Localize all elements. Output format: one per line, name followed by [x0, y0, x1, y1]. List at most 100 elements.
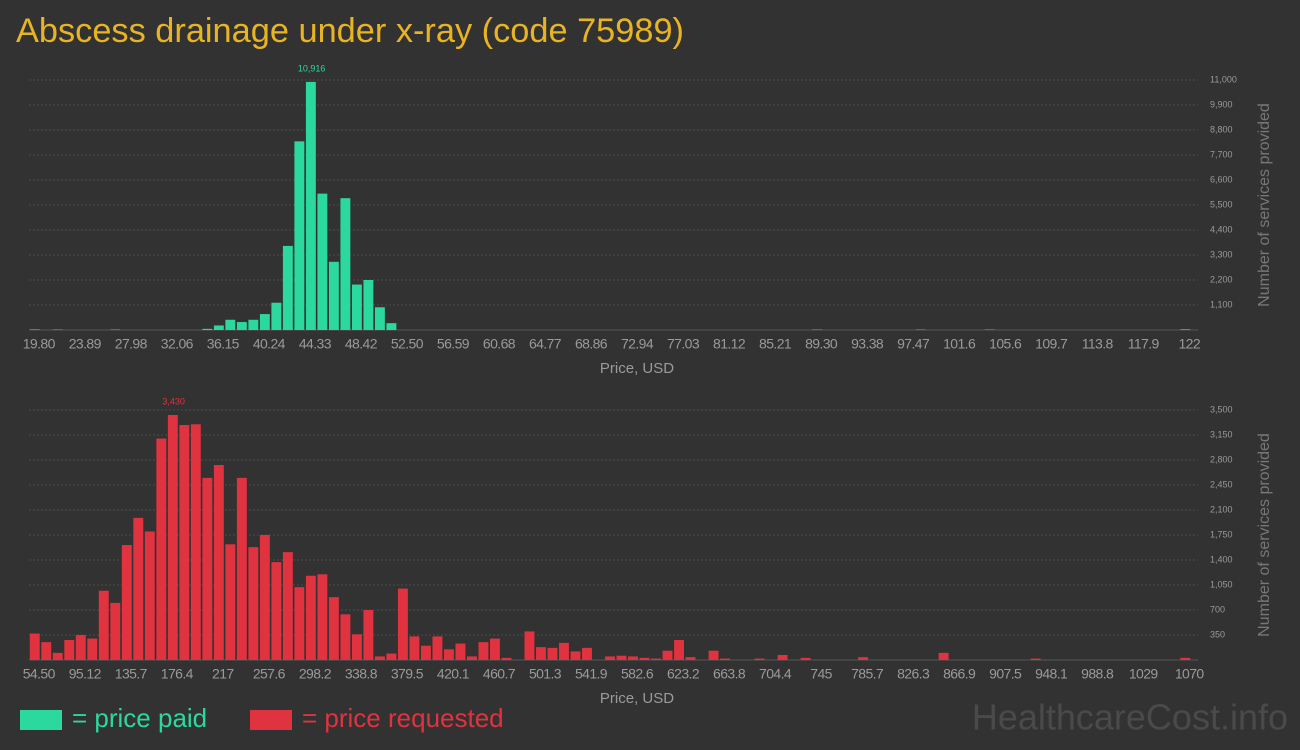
- x-tick-label: 135.7: [115, 666, 148, 682]
- x-tick-label: 420.1: [437, 666, 470, 682]
- x-tick-label: 77.03: [667, 336, 700, 352]
- y-tick-label: 2,200: [1210, 274, 1233, 284]
- bar: [605, 656, 615, 660]
- bar: [662, 650, 673, 660]
- y-tick-label: 700: [1210, 604, 1225, 614]
- x-axis-label: Price, USD: [600, 690, 674, 707]
- bar: [685, 657, 696, 660]
- bar: [1030, 658, 1041, 660]
- x-axis-label: Price, USD: [600, 360, 674, 377]
- bar: [156, 438, 167, 660]
- bar: [167, 415, 178, 660]
- x-tick-label: 1029: [1129, 666, 1159, 682]
- bar: [282, 245, 293, 330]
- bar: [52, 652, 63, 660]
- y-tick-label: 2,800: [1210, 454, 1233, 464]
- x-tick-label: 56.59: [437, 336, 470, 352]
- bar: [524, 631, 535, 660]
- bar: [305, 575, 316, 660]
- x-tick-label: 32.06: [161, 336, 194, 352]
- x-tick-label: 257.6: [253, 666, 286, 682]
- x-tick-label: 89.30: [805, 336, 838, 352]
- y-tick-label: 4,400: [1210, 224, 1233, 234]
- x-tick-label: 122: [1178, 336, 1200, 352]
- x-tick-label: 988.8: [1081, 666, 1114, 682]
- x-tick-label: 826.3: [897, 666, 930, 682]
- x-tick-label: 785.7: [851, 666, 884, 682]
- x-tick-label: 95.12: [69, 666, 102, 682]
- y-tick-label: 1,400: [1210, 554, 1233, 564]
- x-tick-label: 36.15: [207, 336, 240, 352]
- watermark: HealthcareCost.info: [972, 697, 1288, 738]
- y-axis-label: Number of services provided: [1256, 103, 1273, 307]
- bar: [110, 602, 121, 660]
- x-tick-label: 338.8: [345, 666, 378, 682]
- bar: [121, 545, 132, 660]
- x-tick-label: 866.9: [943, 666, 976, 682]
- bar: [133, 517, 144, 660]
- bar: [547, 647, 558, 660]
- x-tick-label: 663.8: [713, 666, 746, 682]
- x-tick-label: 1070: [1175, 666, 1205, 682]
- y-tick-label: 1,050: [1210, 579, 1233, 589]
- bar: [443, 649, 454, 660]
- bar: [651, 658, 661, 660]
- page-title: Abscess drainage under x-ray (code 75989…: [16, 12, 684, 50]
- bar: [639, 657, 650, 660]
- legend-swatch: [20, 710, 62, 730]
- x-tick-label: 745: [810, 666, 832, 682]
- bar: [259, 314, 270, 330]
- x-tick-label: 117.9: [1128, 336, 1160, 352]
- bar: [144, 531, 155, 660]
- y-tick-label: 5,500: [1210, 199, 1233, 209]
- y-tick-label: 350: [1210, 629, 1225, 639]
- data-label: 3,430: [162, 396, 185, 406]
- bar: [708, 650, 719, 660]
- bar: [351, 634, 362, 660]
- bar: [582, 647, 592, 660]
- x-tick-label: 704.4: [759, 666, 792, 682]
- bar: [489, 638, 500, 660]
- x-tick-label: 541.9: [575, 666, 608, 682]
- bar: [29, 329, 40, 330]
- bar: [213, 325, 224, 330]
- bar: [432, 636, 443, 660]
- x-tick-label: 109.7: [1035, 336, 1068, 352]
- legend-label: = price paid: [72, 703, 207, 733]
- bar: [75, 635, 86, 660]
- x-tick-label: 907.5: [989, 666, 1022, 682]
- y-tick-label: 1,750: [1210, 529, 1233, 539]
- bar: [386, 653, 397, 660]
- x-tick-label: 52.50: [391, 336, 424, 352]
- bar: [248, 547, 259, 660]
- x-tick-label: 948.1: [1035, 666, 1068, 682]
- bar: [800, 657, 811, 660]
- x-tick-label: 113.8: [1082, 336, 1114, 352]
- legend-label: = price requested: [302, 703, 504, 733]
- x-tick-label: 54.50: [23, 666, 56, 682]
- bar: [340, 614, 351, 660]
- x-tick-label: 64.77: [529, 336, 562, 352]
- bar: [466, 656, 477, 660]
- bar: [179, 425, 190, 660]
- bar: [674, 640, 684, 660]
- x-tick-label: 298.2: [299, 666, 332, 682]
- bar: [720, 658, 731, 660]
- x-tick-label: 85.21: [759, 336, 792, 352]
- bar: [259, 535, 270, 660]
- bar: [98, 590, 109, 660]
- bar: [225, 319, 236, 330]
- bar: [236, 477, 247, 660]
- bar: [501, 657, 512, 660]
- bar: [536, 647, 546, 660]
- y-tick-label: 3,300: [1210, 249, 1233, 259]
- bar: [248, 319, 259, 330]
- bar: [29, 633, 40, 660]
- bar: [374, 656, 385, 660]
- bar: [305, 81, 316, 330]
- bar: [87, 638, 98, 660]
- bar: [202, 328, 213, 330]
- x-tick-label: 23.89: [69, 336, 102, 352]
- bar: [616, 655, 627, 660]
- x-tick-label: 379.5: [391, 666, 424, 682]
